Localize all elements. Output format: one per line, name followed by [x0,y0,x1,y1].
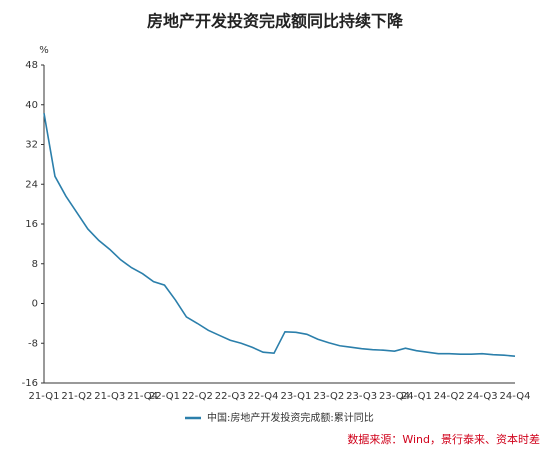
y-tick-label: 24 [25,179,38,190]
y-tick-label: 8 [32,259,38,270]
y-unit: % [39,45,49,56]
x-tick-label: 22-Q3 [215,391,246,402]
x-tick-label: 23-Q2 [313,391,344,402]
x-tick-label: 22-Q1 [149,391,180,402]
x-tick-label: 24-Q2 [434,391,465,402]
y-tick-label: 0 [32,299,38,310]
x-tick-label: 21-Q3 [94,391,125,402]
chart-title: 房地产开发投资完成额同比持续下降 [147,12,404,31]
x-tick-label: 21-Q1 [29,391,60,402]
x-tick-label: 24-Q3 [467,391,498,402]
y-tick-label: 40 [25,100,38,111]
x-tick-label: 23-Q1 [280,391,311,402]
x-tick-label: 23-Q3 [346,391,377,402]
x-tick-label: 23-Q4 [379,391,410,402]
x-tick-label: 24-Q1 [401,391,432,402]
legend-label: 中国:房地产开发投资完成额:累计同比 [207,411,374,424]
x-tick-label: 21-Q2 [61,391,92,402]
y-tick-label: -16 [22,378,38,389]
y-tick-label: -8 [28,338,38,349]
y-tick-label: 48 [25,60,38,71]
source: 数据来源：Wind，景行泰来、资本时差 [347,432,540,446]
y-tick-label: 16 [25,219,38,230]
y-tick-label: 32 [25,140,38,151]
x-tick-label: 22-Q4 [248,391,279,402]
x-tick-label: 21-Q4 [127,391,158,402]
x-tick-label: 22-Q2 [182,391,213,402]
x-tick-label: 24-Q4 [500,391,531,402]
series-line [43,113,516,357]
